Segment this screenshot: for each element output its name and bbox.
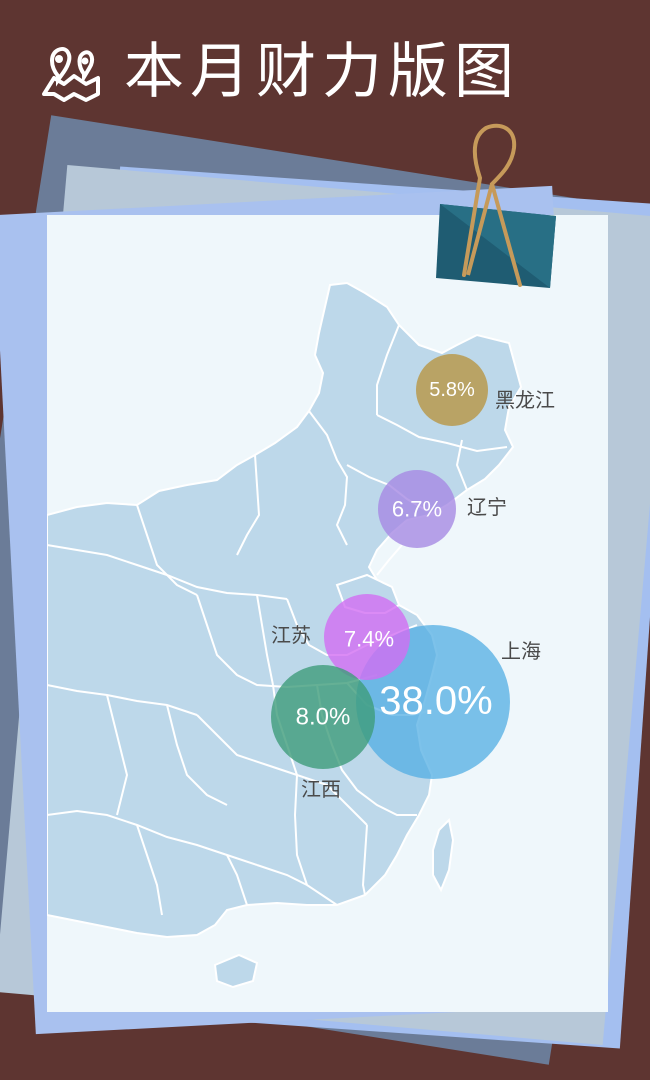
bubble-value-heilongjiang: 5.8% — [429, 379, 475, 401]
header: 本月财力版图 — [0, 0, 650, 140]
taiwan-region — [432, 817, 455, 893]
province-label-shanghai: 上海 — [501, 639, 541, 663]
map-pin-icon — [42, 47, 100, 102]
china-map: 5.8% 6.7% 7.4% 38.0% 8.0% 黑龙江 辽宁 江苏 上海 江… — [47, 281, 555, 989]
binder-clip-icon — [436, 123, 556, 288]
province-label-liaoning: 辽宁 — [467, 495, 507, 519]
page-title: 本月财力版图 — [124, 37, 520, 107]
bubble-jiangxi[interactable] — [271, 665, 375, 769]
province-label-jiangxi: 江西 — [301, 777, 341, 801]
bubble-liaoning[interactable] — [378, 470, 456, 548]
province-label-jiangsu: 江苏 — [271, 623, 311, 647]
mainland-region — [47, 281, 523, 939]
bubble-value-jiangsu: 7.4% — [344, 627, 394, 652]
hainan-region — [213, 953, 259, 989]
bubble-value-jiangxi: 8.0% — [296, 704, 351, 731]
map-card: 5.8% 6.7% 7.4% 38.0% 8.0% 黑龙江 辽宁 江苏 上海 江… — [47, 215, 608, 1012]
bubble-heilongjiang[interactable] — [416, 354, 488, 426]
province-label-heilongjiang: 黑龙江 — [495, 388, 555, 412]
bubble-value-liaoning: 6.7% — [392, 497, 442, 522]
bubble-jiangsu[interactable] — [324, 594, 410, 680]
bubble-value-shanghai: 38.0% — [379, 679, 492, 723]
